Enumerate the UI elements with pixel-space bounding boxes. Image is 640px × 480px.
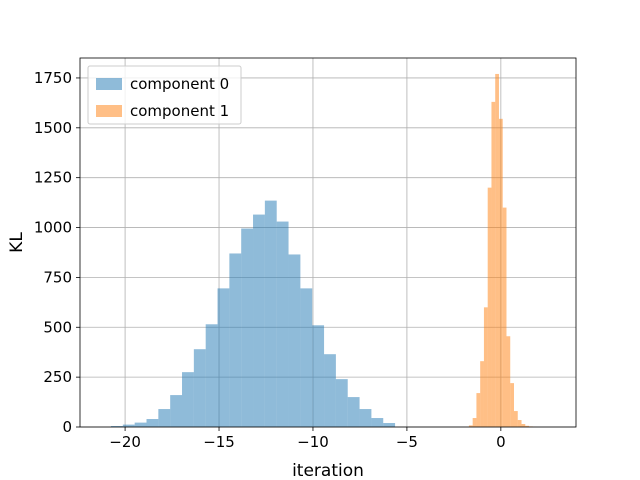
histogram-bar bbox=[383, 423, 396, 427]
histogram-bar bbox=[491, 101, 496, 428]
x-tick-label: −20 bbox=[109, 433, 141, 451]
histogram-bar bbox=[468, 425, 473, 427]
histogram-bar bbox=[495, 73, 499, 427]
plot-frame bbox=[79, 57, 577, 428]
histogram-bar bbox=[324, 354, 336, 427]
histogram-bar bbox=[359, 409, 372, 427]
histogram-bar bbox=[525, 425, 530, 427]
y-tick-label: 250 bbox=[43, 368, 72, 386]
histogram-bar bbox=[288, 254, 301, 427]
histogram-bar bbox=[264, 200, 277, 427]
x-tick-label: −15 bbox=[203, 433, 235, 451]
y-tick-label: 1000 bbox=[34, 219, 72, 237]
histogram-bar bbox=[146, 419, 159, 427]
histogram-bars bbox=[111, 73, 537, 428]
x-axis-ticks: −20 −15 −10 −5 0 bbox=[109, 427, 506, 451]
histogram-bar bbox=[480, 361, 484, 427]
histogram-bar bbox=[300, 288, 313, 427]
histogram-bar bbox=[182, 372, 194, 427]
legend-label: component 0 bbox=[130, 75, 229, 93]
x-axis-label: iteration bbox=[292, 461, 364, 480]
histogram-bar bbox=[170, 395, 183, 427]
histogram-bar bbox=[122, 424, 135, 427]
histogram-bar bbox=[312, 325, 325, 427]
histogram-bar bbox=[217, 288, 230, 427]
y-axis-label: KL bbox=[7, 232, 27, 253]
y-tick-label: 1750 bbox=[34, 69, 72, 87]
y-tick-label: 500 bbox=[43, 318, 72, 336]
histogram-bar bbox=[276, 221, 289, 427]
y-tick-label: 750 bbox=[43, 268, 72, 286]
histogram-bar bbox=[506, 336, 511, 427]
histogram-bar bbox=[229, 253, 242, 427]
x-tick-label: −10 bbox=[297, 433, 329, 451]
histogram-bar bbox=[205, 324, 218, 427]
series-0-bars bbox=[111, 200, 396, 427]
histogram-bar bbox=[514, 411, 518, 427]
histogram-bar bbox=[134, 422, 147, 427]
histogram-bar bbox=[158, 409, 171, 427]
histogram-bar bbox=[111, 426, 123, 427]
histogram-bar bbox=[483, 307, 488, 427]
y-axis-ticks: 0 250 500 750 1000 1250 1500 1750 bbox=[34, 69, 80, 436]
histogram-bar bbox=[498, 118, 503, 427]
histogram-bar bbox=[487, 187, 492, 427]
histogram-bar bbox=[521, 424, 526, 427]
histogram-bar bbox=[517, 420, 522, 427]
legend-swatch bbox=[96, 78, 122, 90]
y-tick-label: 1500 bbox=[34, 119, 72, 137]
series-1-bars bbox=[468, 73, 537, 428]
histogram-bar bbox=[502, 207, 507, 427]
histogram-bar bbox=[335, 379, 348, 427]
x-tick-label: 0 bbox=[496, 433, 506, 451]
histogram-bar bbox=[476, 393, 481, 427]
y-tick-label: 0 bbox=[62, 418, 72, 436]
legend-label: component 1 bbox=[130, 102, 229, 120]
histogram-bar bbox=[253, 214, 265, 427]
legend: component 0 component 1 bbox=[87, 65, 242, 125]
x-tick-label: −5 bbox=[396, 433, 418, 451]
histogram-bar bbox=[193, 349, 206, 427]
histogram-bar bbox=[371, 418, 384, 427]
histogram-bar bbox=[510, 383, 514, 427]
y-tick-label: 1250 bbox=[34, 169, 72, 187]
histogram-bar bbox=[241, 228, 254, 427]
legend-box bbox=[87, 65, 242, 125]
histogram-bar bbox=[347, 397, 360, 427]
histogram-bar bbox=[472, 418, 477, 427]
legend-swatch bbox=[96, 105, 122, 117]
